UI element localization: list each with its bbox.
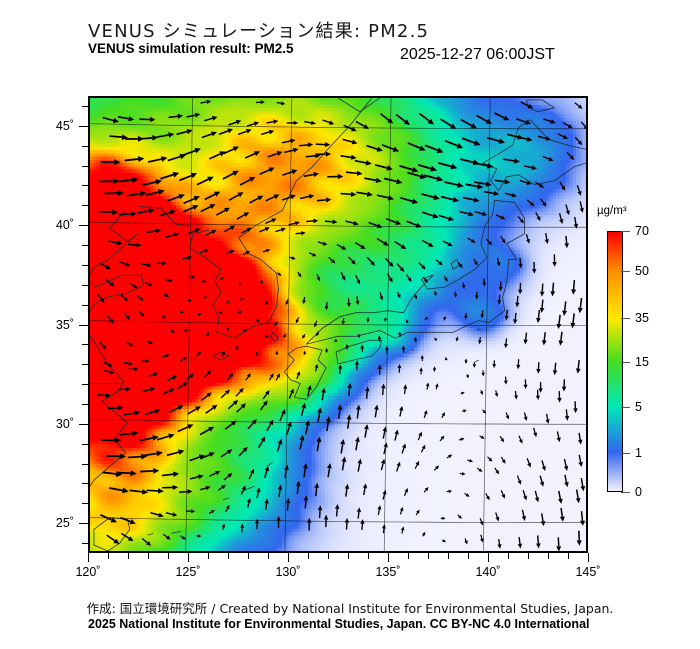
x-axis-tick-label: 120˚ [75,565,100,579]
colorbar-tick-label: 0 [635,485,642,499]
y-axis-tick [79,423,88,425]
x-axis-tick [288,553,289,562]
colorbar-tick-label: 35 [635,311,649,325]
page-title-english: VENUS simulation result: PM2.5 [88,41,294,56]
pm25-concentration-field [90,98,586,551]
y-axis-tick [82,384,88,386]
footer-credit-line: 作成: 国立環境研究所 / Created by National Instit… [87,598,614,617]
y-axis-tick [82,503,88,505]
y-axis-tick [82,165,88,167]
y-axis-tick [79,125,88,127]
y-axis-tick [82,344,88,346]
x-axis-tick [248,553,249,559]
x-axis-tick [348,553,349,559]
x-axis-tick-label: 135˚ [375,565,400,579]
y-axis-tick [82,105,88,107]
colorbar-tick-label: 1 [635,446,642,460]
footer-license-line: 2025 National Institute for Environmenta… [88,617,590,631]
y-axis-tick [79,225,88,227]
colorbar-tick [621,231,630,233]
colorbar-tick-label: 5 [635,400,642,414]
x-axis-tick [428,553,429,559]
coastline-overlay [90,98,586,551]
colorbar-tick [621,406,630,409]
y-axis-tick [82,284,88,286]
x-axis-tick [268,553,269,559]
x-axis-tick [528,553,529,559]
wind-vector-overlay [96,99,586,551]
timestamp-label: 2025-12-27 06:00JST [400,46,555,64]
y-axis-tick [82,364,88,366]
colorbar-tick-label: 70 [635,224,649,238]
x-axis-tick [568,553,569,559]
y-axis-tick [82,483,88,485]
x-axis-tick-label: 130˚ [275,565,300,579]
x-axis-tick [108,553,109,559]
colorbar-tick-label: 50 [635,264,649,278]
x-axis-tick [308,553,309,559]
y-axis-tick [79,523,88,525]
x-axis-tick [588,553,589,562]
colorbar-tick [621,317,630,320]
colorbar-tick [621,492,630,494]
y-axis-tick [82,443,88,445]
y-axis-tick [82,403,88,405]
x-axis-tick [148,553,149,559]
x-axis-tick [168,553,169,559]
y-axis-tick-label: 45˚ [42,119,74,133]
colorbar-unit-label: µg/m³ [597,205,627,217]
x-axis-tick [228,553,229,559]
x-axis-tick [508,553,509,559]
x-axis-tick-label: 125˚ [175,565,200,579]
x-axis-tick [88,553,89,562]
page-title-japanese: VENUS シミュレーション結果: PM2.5 [88,17,429,43]
y-axis-tick [82,145,88,147]
colorbar-gradient [608,232,622,491]
colorbar-tick [621,271,630,273]
x-axis-tick [188,553,189,562]
y-axis-tick [82,463,88,465]
y-axis-tick [82,264,88,266]
y-axis-tick-label: 30˚ [42,417,74,431]
x-axis-tick [328,553,329,559]
x-axis-tick [388,553,389,562]
x-axis-tick-label: 140˚ [475,565,500,579]
x-axis-tick-label: 145˚ [575,565,600,579]
concentration-cells [90,98,586,551]
map-plot-area[interactable] [88,96,588,553]
colorbar-tick-label: 15 [635,355,649,369]
y-axis-tick-label: 35˚ [42,318,74,332]
colorbar-tick [621,361,630,364]
x-axis-tick [488,553,489,562]
y-axis-tick [82,543,88,545]
y-axis-tick [79,324,88,326]
x-axis-tick [468,553,469,559]
y-axis-tick-label: 40˚ [42,218,74,232]
x-axis-tick [368,553,369,559]
y-axis-tick-label: 25˚ [42,516,74,530]
x-axis-tick [208,553,209,559]
graticule-grid [90,98,586,551]
x-axis-tick [128,553,129,559]
colorbar [607,231,623,492]
colorbar-tick [621,453,630,455]
x-axis-tick [548,553,549,559]
x-axis-tick [408,553,409,559]
y-axis-tick [82,185,88,187]
y-axis-tick [82,205,88,207]
x-axis-tick [448,553,449,559]
y-axis-tick [82,245,88,247]
y-axis-tick [82,304,88,306]
